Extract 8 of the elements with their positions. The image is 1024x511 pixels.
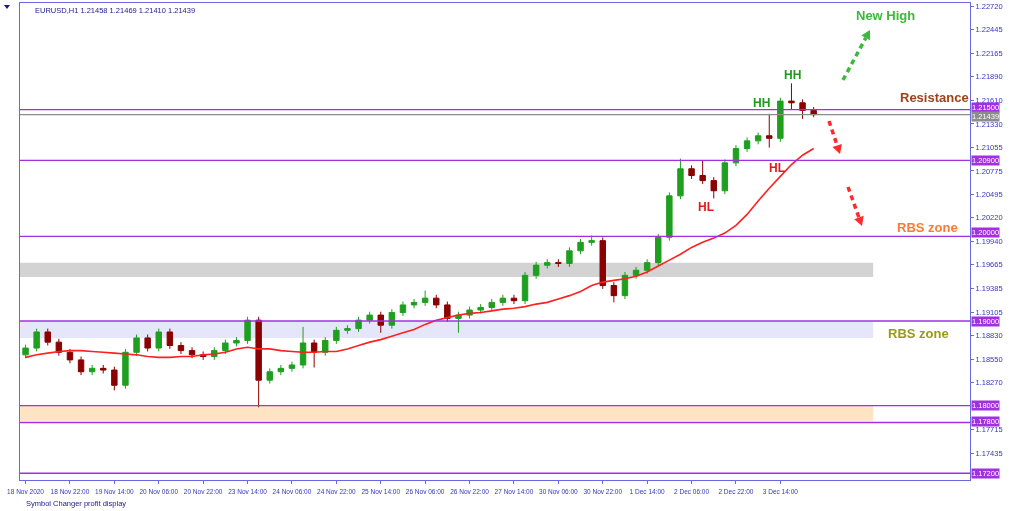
text: RBS zone — [888, 326, 949, 341]
annotation: HH — [753, 96, 771, 110]
annotation: HL — [769, 161, 785, 175]
annotation: HH — [784, 68, 802, 82]
text: RBS zone — [897, 220, 958, 235]
text: Resistance — [900, 90, 969, 105]
annotation: HL — [698, 200, 714, 214]
text: New High — [856, 8, 916, 23]
